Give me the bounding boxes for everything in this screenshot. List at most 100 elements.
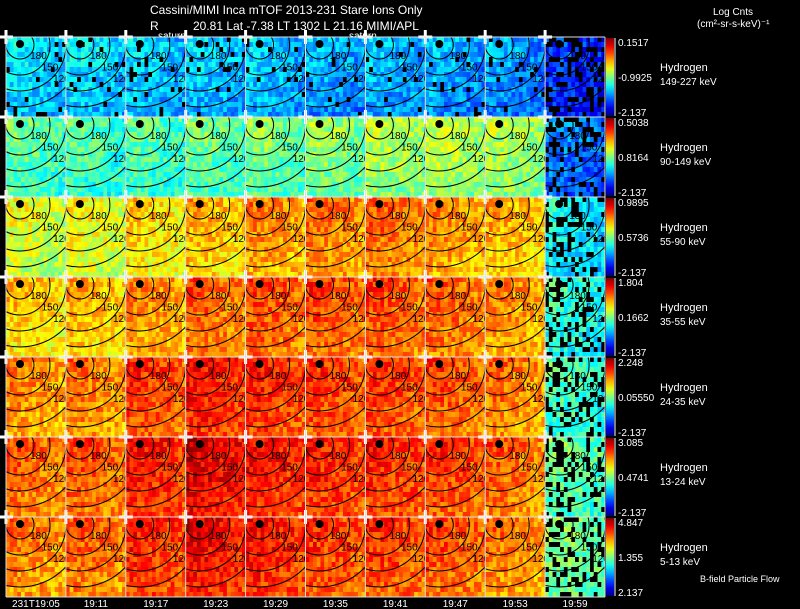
heatmap-cell — [294, 47, 299, 53]
heatmap-cell — [473, 112, 479, 117]
heatmap-cell — [342, 42, 348, 48]
heatmap-cell — [387, 177, 392, 183]
heatmap-cell — [294, 177, 299, 183]
heatmap-cell — [238, 52, 243, 58]
heatmap-cell — [339, 112, 344, 117]
heatmap-cell — [77, 127, 82, 133]
heatmap-cell — [380, 142, 385, 148]
heatmap-cell — [155, 92, 160, 98]
heatmap-cell — [211, 182, 217, 188]
heatmap-cell — [473, 52, 479, 58]
heatmap-cell — [286, 142, 291, 148]
heatmap-cell — [593, 107, 598, 113]
contour-label: 120 — [413, 154, 430, 165]
contour-label: 150 — [42, 63, 59, 74]
heatmap-cell — [350, 77, 355, 83]
heatmap-cell — [402, 162, 407, 168]
heatmap-cell — [99, 142, 104, 148]
contour-label: 120 — [472, 74, 489, 85]
heatmap-cell — [189, 97, 194, 103]
heatmap-cell — [447, 77, 452, 83]
heatmap-cell — [429, 147, 434, 153]
heatmap-cell — [335, 62, 340, 68]
heatmap-cell — [294, 112, 299, 117]
heatmap-cell — [350, 47, 355, 53]
heatmap-cell — [129, 87, 134, 93]
heatmap-cell — [215, 72, 220, 78]
heatmap-cell — [249, 162, 254, 168]
heatmap-cell — [215, 47, 220, 53]
heatmap-cell — [414, 147, 419, 153]
heatmap-cell — [185, 162, 190, 168]
heatmap-cell — [541, 72, 546, 78]
heatmap-cell — [455, 112, 460, 117]
heatmap-cell — [28, 72, 33, 78]
heatmap-cell — [511, 57, 516, 63]
heatmap-cell — [312, 77, 318, 83]
heatmap-cell — [62, 102, 66, 108]
heatmap-cell — [515, 82, 520, 88]
heatmap-cell — [387, 162, 392, 168]
heatmap-cell — [234, 137, 239, 143]
heatmap-cell — [369, 137, 374, 143]
heatmap-cell — [200, 167, 205, 173]
heatmap-cell — [406, 77, 411, 83]
heatmap-cell — [597, 77, 602, 83]
heatmap-cell — [533, 87, 539, 93]
heatmap-cell — [35, 117, 41, 123]
heatmap-cell — [342, 182, 348, 188]
heatmap-cell — [17, 132, 22, 138]
heatmap-cell — [395, 57, 400, 63]
heatmap-cell — [223, 172, 228, 178]
heatmap-cell — [253, 147, 258, 153]
heatmap-cell — [249, 52, 254, 58]
heatmap-cell — [342, 77, 348, 83]
heatmap-cell — [230, 177, 235, 183]
heatmap-cell — [163, 102, 168, 108]
heatmap-cell — [219, 92, 224, 98]
heatmap-cell — [556, 97, 561, 103]
heatmap-cell — [230, 67, 235, 73]
heatmap-cell — [421, 82, 426, 88]
heatmap-cell — [473, 177, 479, 183]
heatmap-cell — [342, 62, 348, 68]
heatmap-cell — [271, 192, 276, 197]
heatmap-cell — [118, 182, 123, 188]
heatmap-cell — [316, 187, 321, 193]
heatmap-cell — [170, 97, 175, 103]
heatmap-cell — [200, 157, 205, 163]
heatmap-cell — [283, 127, 288, 133]
heatmap-cell — [575, 112, 580, 117]
heatmap-cell — [166, 142, 172, 148]
heatmap-cell — [215, 87, 220, 93]
heatmap-cell — [447, 62, 452, 68]
heatmap-cell — [320, 77, 325, 83]
heatmap-cell — [95, 142, 100, 148]
heatmap-cell — [215, 117, 220, 123]
heatmap-cell — [586, 112, 591, 117]
heatmap-cell — [541, 77, 546, 83]
heatmap-cell — [204, 62, 209, 68]
heatmap-cell — [522, 47, 527, 53]
contour-label: 180 — [150, 131, 167, 142]
heatmap-cell — [24, 62, 29, 68]
heatmap-cell — [166, 147, 172, 153]
heatmap-cell — [286, 137, 291, 143]
heatmap-cell — [159, 102, 164, 108]
heatmap-cell — [354, 62, 359, 68]
heatmap-cell — [324, 87, 329, 93]
heatmap-cell — [185, 77, 190, 83]
heatmap-cell — [414, 182, 419, 188]
heatmap-cell — [515, 57, 520, 63]
heatmap-cell — [200, 142, 205, 148]
heatmap-cell — [230, 102, 235, 108]
heatmap-cell — [234, 112, 239, 117]
heatmap-cell — [35, 152, 41, 158]
heatmap-cell — [432, 117, 437, 123]
heatmap-cell — [436, 157, 441, 163]
heatmap-cell — [69, 182, 74, 188]
heatmap-cell — [193, 107, 198, 113]
heatmap-cell — [241, 97, 246, 103]
heatmap-cell — [185, 107, 190, 113]
heatmap-cell — [590, 102, 595, 108]
